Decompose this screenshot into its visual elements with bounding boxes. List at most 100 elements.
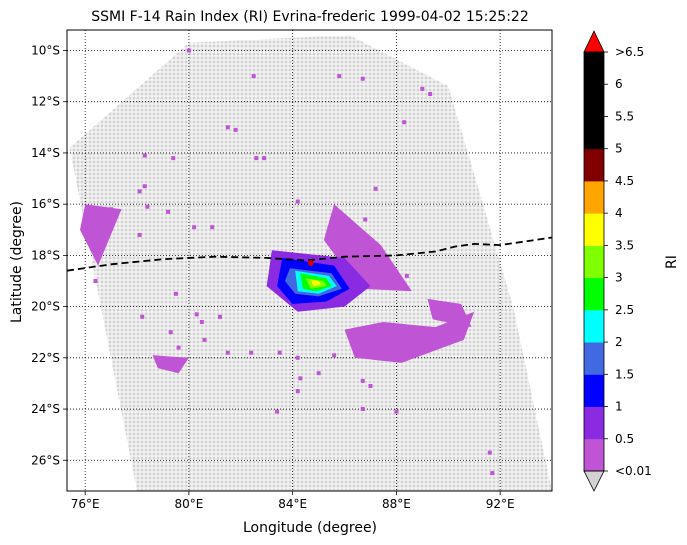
colorbar-tick-label: 5 (615, 142, 623, 156)
y-tick-label: 14°S (31, 146, 60, 160)
rain-pixel (199, 320, 204, 324)
colorbar-segment (584, 374, 604, 407)
rain-pixel (277, 350, 282, 355)
y-tick-label: 18°S (31, 248, 60, 262)
rain-pixel (142, 184, 147, 189)
rain-region (427, 298, 472, 328)
colorbar-tick-label: 3.5 (615, 238, 634, 252)
colorbar-segment (584, 309, 604, 343)
x-axis-label: Longitude (degree) (243, 520, 377, 536)
colorbar-segment (584, 245, 604, 279)
rain-pixel (316, 371, 321, 376)
colorbar-segment (584, 277, 604, 311)
rain-pixel (233, 127, 238, 132)
colorbar-segment (584, 148, 604, 182)
y-axis-label: Latitude (degree) (9, 201, 25, 323)
rain-pixel (140, 314, 145, 319)
rain-pixel (363, 217, 368, 222)
rain-pixel (298, 376, 303, 381)
colorbar-segment (584, 213, 604, 246)
colorbar-over-arrow (583, 30, 605, 53)
rain-pixel (171, 156, 176, 161)
colorbar-segment (584, 116, 604, 150)
rain-pixel (254, 156, 259, 161)
map-plot-area (67, 30, 552, 491)
rain-pixel (360, 76, 365, 81)
rain-pixel (137, 189, 142, 194)
rain-pixel (176, 345, 181, 350)
rain-pixel (142, 153, 147, 158)
rain-pixel (490, 471, 495, 476)
colorbar-label: RI (664, 255, 680, 269)
colorbar-tick-label: 1 (615, 400, 623, 414)
x-tick-labels: 76°E 80°E 84°E 88°E 92°E (71, 491, 515, 511)
rain-pixel (295, 199, 300, 204)
x-tick-label: 92°E (486, 497, 515, 511)
rain-pixel (202, 337, 207, 342)
x-tick-label: 80°E (174, 497, 203, 511)
rain-region (344, 311, 475, 363)
rain-pixel (295, 355, 300, 360)
rain-pixel (368, 384, 373, 388)
y-tick-label: 20°S (31, 300, 60, 314)
rain-pixel (186, 48, 191, 53)
colorbar-tick-label: 0.5 (615, 432, 634, 446)
colorbar-frame (583, 51, 605, 472)
rain-pixel (337, 74, 342, 79)
rain-pixel (225, 350, 230, 355)
rain-pixel (420, 86, 425, 91)
colorbar: <0.01 0.5 1 1.5 2 2.5 3 3.5 4 4.5 5 5.5 6 >6.5 RI (583, 30, 680, 492)
y-tick-label: 24°S (31, 402, 60, 416)
rain-pixel (173, 291, 178, 296)
rain-pixel (192, 225, 197, 230)
rain-pixel (210, 225, 215, 230)
colorbar-tick-label: 4 (615, 206, 623, 220)
rain-pixel (249, 350, 254, 355)
rain-pixel (402, 120, 407, 125)
colorbar-tick-label: 3 (615, 271, 623, 285)
colorbar-segment (584, 438, 604, 472)
y-tick-labels: 10°S 12°S 14°S 16°S 18°S 20°S 22°S 24°S 26°S (31, 43, 67, 467)
colorbar-under-arrow (583, 470, 605, 492)
y-tick-label: 22°S (31, 351, 60, 365)
map-gridlines (67, 30, 552, 491)
rain-pixel (168, 330, 173, 335)
colorbar-tick-label: 4.5 (615, 174, 634, 188)
rain-pixel (262, 156, 267, 161)
colorbar-segment (584, 342, 604, 375)
x-tick-label: 88°E (382, 497, 411, 511)
rain-pixel (145, 204, 150, 209)
x-tick-label: 76°E (71, 497, 100, 511)
rain-pixel (404, 273, 409, 278)
colorbar-tick-label: 5.5 (615, 109, 634, 123)
rain-pixel (360, 407, 365, 411)
rain-pixel (394, 409, 399, 414)
colorbar-segment (584, 84, 604, 117)
colorbar-tick-label: 2 (615, 335, 623, 349)
colorbar-tick-label: <0.01 (615, 464, 652, 478)
rain-pixel (360, 378, 365, 383)
colorbar-tick-label: >6.5 (615, 45, 644, 59)
rain-pixel (93, 279, 98, 283)
colorbar-segment (584, 406, 604, 440)
rain-pixel (194, 312, 199, 317)
map-title: SSMI F-14 Rain Index (RI) Evrina-frederi… (91, 9, 529, 25)
colorbar-tick-label: 2.5 (615, 303, 634, 317)
map-frame (66, 29, 553, 492)
rain-pixel (332, 353, 337, 358)
rain-pixel (166, 209, 171, 214)
colorbar-segment (584, 52, 604, 85)
rain-region (310, 279, 322, 287)
x-tick-label: 84°E (278, 497, 307, 511)
y-tick-label: 16°S (31, 197, 60, 211)
rain-pixel (137, 232, 142, 237)
colorbar-tick-label: 1.5 (615, 367, 634, 381)
rain-pixel (275, 409, 280, 414)
y-tick-label: 10°S (31, 43, 60, 57)
colorbar-segment (584, 180, 604, 214)
rain-region (80, 204, 122, 266)
storm-track (67, 236, 552, 272)
rain-pixel (218, 314, 222, 319)
colorbar-tick-label: 6 (615, 77, 623, 91)
